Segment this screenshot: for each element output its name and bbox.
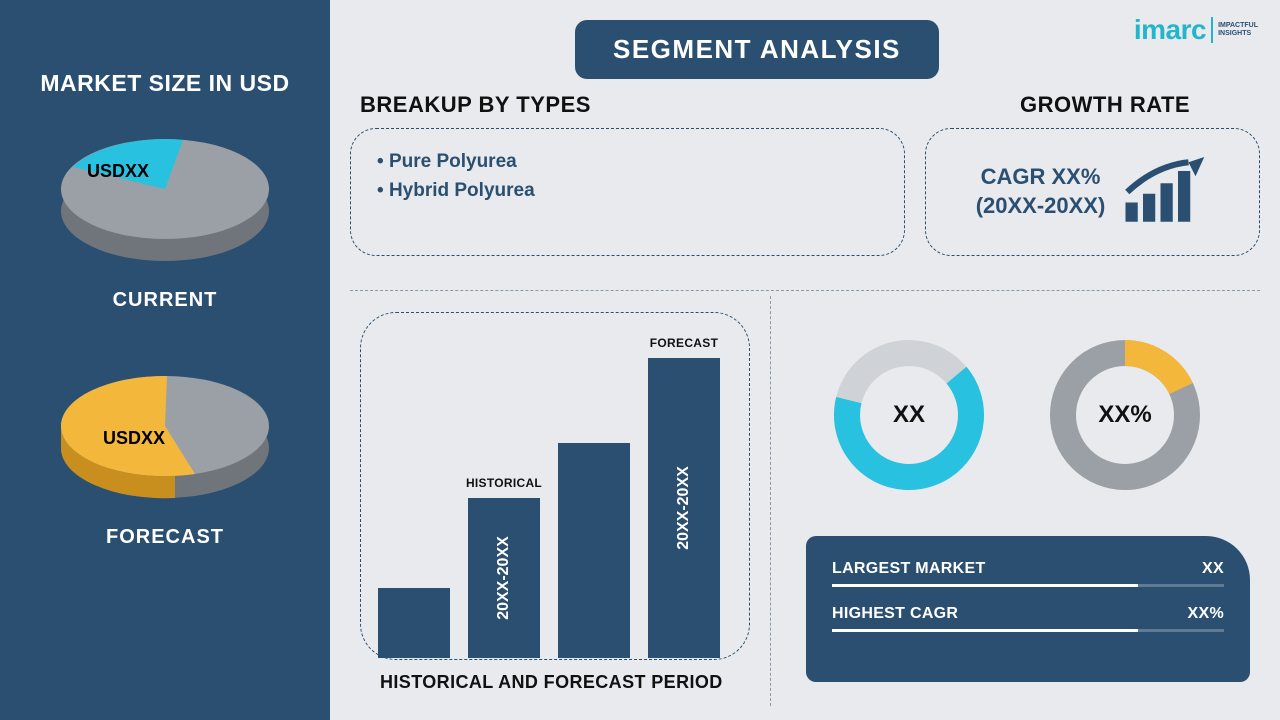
pie-forecast: USDXX (45, 362, 285, 512)
bar-0 (378, 588, 450, 658)
stat-line-0 (832, 584, 1224, 587)
donut-xxpct-center: XX% (1098, 401, 1151, 429)
stat-line-1 (832, 629, 1224, 632)
stat-label-0: LARGEST MARKET (832, 560, 986, 578)
v-divider (770, 296, 771, 706)
stat-value-1: XX% (1188, 605, 1224, 623)
hist-bars: HISTORICAL 20XX-20XX FORECAST 20XX-20XX (378, 338, 732, 658)
logo-divider (1211, 17, 1213, 43)
breakup-item-1: Hybrid Polyurea (377, 176, 878, 205)
pie-current-label: CURRENT (113, 289, 218, 312)
page-title: SEGMENT ANALYSIS (575, 20, 939, 79)
donut-xx-center: XX (893, 401, 925, 429)
sidebar: MARKET SIZE IN USD USDXX CURRENT USDXX F… (0, 0, 330, 720)
pie-forecast-label: FORECAST (106, 526, 224, 549)
stat-label-1: HIGHEST CAGR (832, 605, 958, 623)
breakup-title: BREAKUP BY TYPES (360, 92, 591, 118)
breakup-item-0: Pure Polyurea (377, 147, 878, 176)
growth-title: GROWTH RATE (1020, 92, 1190, 118)
breakup-box: Pure Polyurea Hybrid Polyurea (350, 128, 905, 256)
pie-current: USDXX (45, 125, 285, 275)
growth-box: CAGR XX% (20XX-20XX) (925, 128, 1260, 256)
growth-text: CAGR XX% (20XX-20XX) (976, 163, 1106, 220)
hist-title: HISTORICAL AND FORECAST PERIOD (380, 672, 723, 693)
pie-current-value: USDXX (87, 161, 149, 182)
logo: imarc IMPACTFUL INSIGHTS (1134, 14, 1258, 46)
main: SEGMENT ANALYSIS imarc IMPACTFUL INSIGHT… (330, 0, 1280, 720)
logo-tagline: IMPACTFUL INSIGHTS (1218, 22, 1258, 37)
h-divider (350, 290, 1260, 291)
sidebar-title: MARKET SIZE IN USD (40, 70, 289, 97)
donut-xx: XX (824, 330, 994, 500)
pie-forecast-value: USDXX (103, 428, 165, 449)
stats-box: LARGEST MARKET XX HIGHEST CAGR XX% (806, 536, 1250, 682)
bar-1: HISTORICAL 20XX-20XX (468, 498, 540, 658)
stat-value-0: XX (1202, 560, 1224, 578)
bar-3: FORECAST 20XX-20XX (648, 358, 720, 658)
donut-xxpct: XX% (1040, 330, 1210, 500)
stat-highest-cagr: HIGHEST CAGR XX% (832, 605, 1224, 632)
growth-icon (1119, 157, 1209, 227)
bar-2 (558, 443, 630, 658)
stat-largest-market: LARGEST MARKET XX (832, 560, 1224, 587)
logo-text: imarc (1134, 14, 1206, 46)
